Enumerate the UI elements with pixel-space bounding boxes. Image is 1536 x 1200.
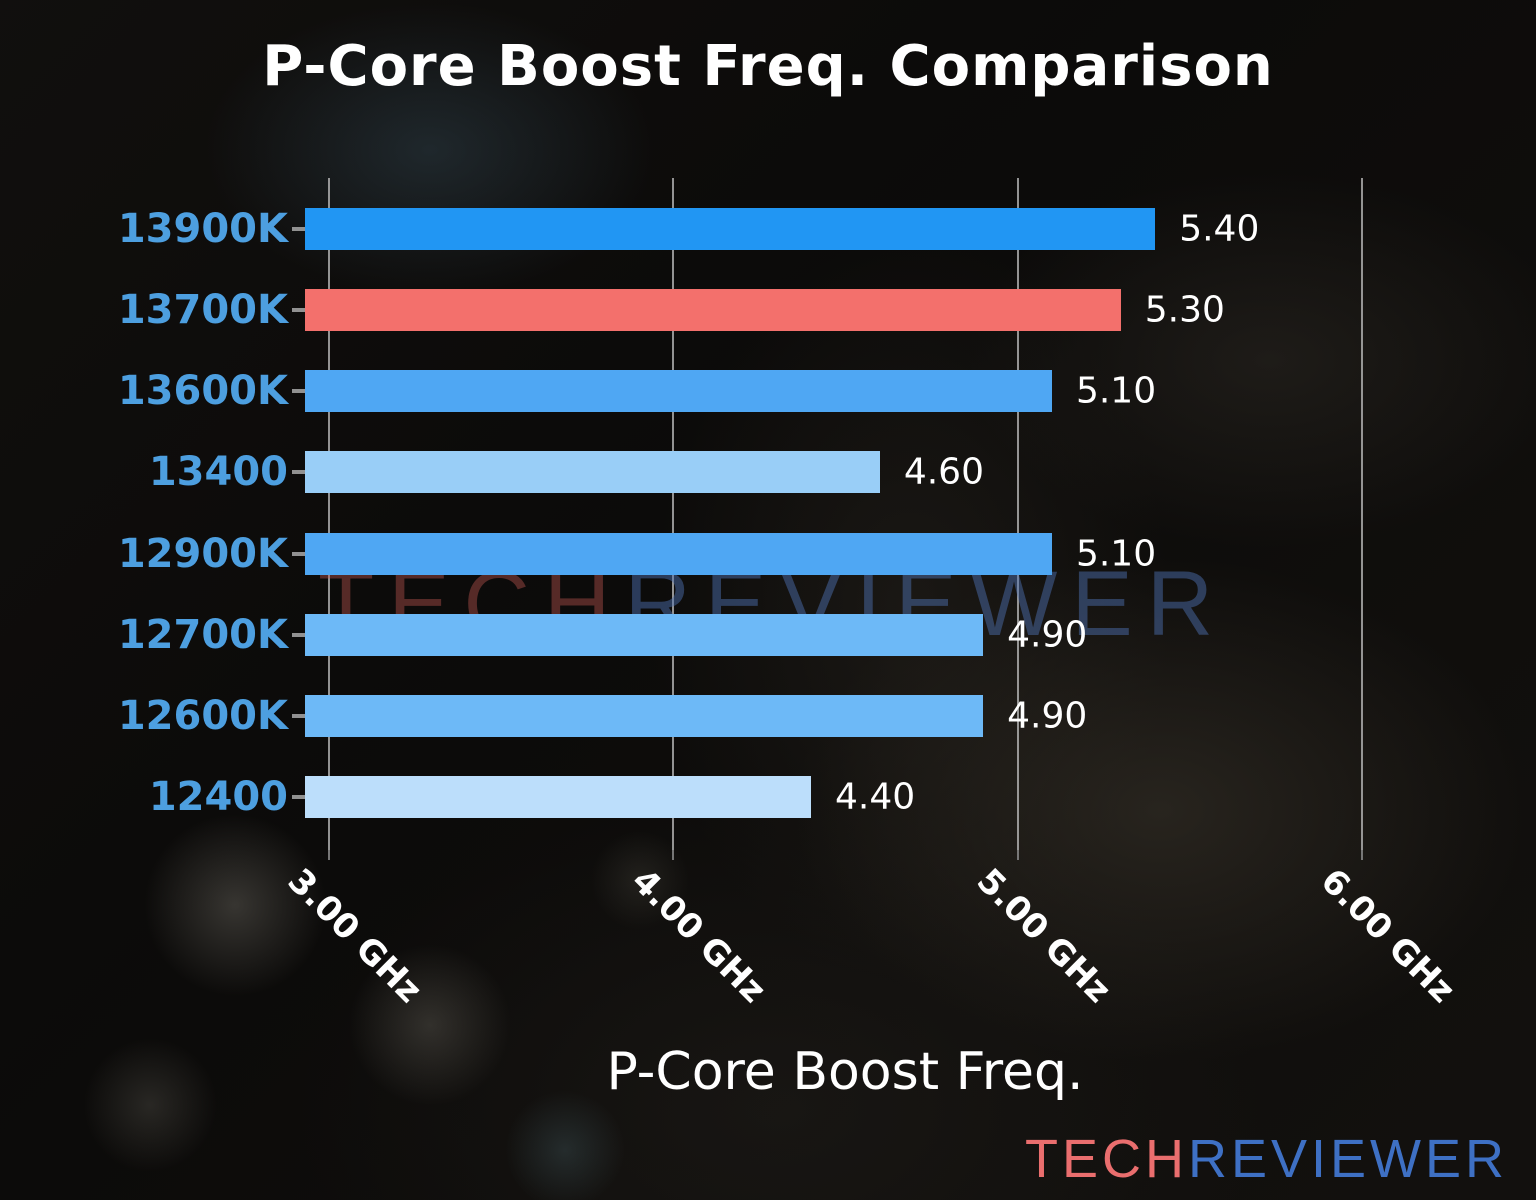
y-tickmark <box>292 795 305 800</box>
bar <box>305 207 1156 250</box>
value-label: 4.60 <box>903 451 984 493</box>
value-label: 5.10 <box>1075 370 1157 412</box>
category-label: 13900K <box>117 205 288 252</box>
value-label: 4.90 <box>1007 614 1088 656</box>
watermark-footer-reviewer: REVIEWER <box>1187 1129 1508 1189</box>
category-label: 13400 <box>148 449 288 496</box>
y-tickmark <box>292 389 305 394</box>
category-label: 13700K <box>117 286 288 333</box>
x-tickmark <box>672 850 675 860</box>
bar <box>305 451 880 494</box>
bar-row: 12400 4.40 <box>0 757 1536 838</box>
category-label: 12900K <box>117 530 288 577</box>
y-tickmark <box>292 551 305 556</box>
x-tick-label: 5.00 GHz <box>968 861 1119 1011</box>
value-label: 5.10 <box>1075 533 1157 575</box>
bar <box>305 776 811 819</box>
bar <box>305 532 1052 575</box>
bar-row: 12900K 5.10 <box>0 513 1536 594</box>
value-label: 5.40 <box>1179 208 1260 250</box>
x-tickmark <box>1360 850 1363 860</box>
category-label: 12700K <box>117 611 288 658</box>
gridline <box>672 178 675 850</box>
category-label: 12400 <box>148 774 288 821</box>
bar-row: 12700K 4.90 <box>0 594 1536 675</box>
bar-row: 13400 4.60 <box>0 432 1536 513</box>
bar <box>305 613 984 656</box>
value-label: 4.90 <box>1007 695 1088 737</box>
gridline <box>1016 178 1019 850</box>
value-label: 4.40 <box>834 776 916 818</box>
bar <box>305 288 1121 331</box>
watermark-footer-tech: TECH <box>1024 1129 1188 1189</box>
x-tick-label: 6.00 GHz <box>1312 861 1463 1011</box>
gridline <box>328 178 331 850</box>
bar-row: 13700K 5.30 <box>0 269 1536 350</box>
y-tickmark <box>292 226 305 231</box>
category-label: 13600K <box>117 368 288 415</box>
bar-row: 12600K 4.90 <box>0 676 1536 757</box>
y-tickmark <box>292 632 305 637</box>
bar-row: 13900K 5.40 <box>0 188 1536 269</box>
x-tickmark <box>328 850 331 860</box>
category-label: 12600K <box>117 693 288 740</box>
x-tick-label: 4.00 GHz <box>624 861 774 1011</box>
x-tickmark <box>1016 850 1019 860</box>
bar <box>305 370 1052 413</box>
bars-container: 13900K 5.40 13700K 5.30 13600K 5.10 13400 4.60 1… <box>0 188 1536 838</box>
x-axis-label: P-Core Boost Freq. <box>606 1042 1084 1102</box>
y-tickmark <box>292 714 305 719</box>
y-tickmark <box>292 470 305 475</box>
x-tick-label: 3.00 GHz <box>279 861 430 1011</box>
chart-title: P-Core Boost Freq. Comparison <box>262 34 1274 99</box>
gridline <box>1360 178 1363 850</box>
y-tickmark <box>292 307 305 312</box>
value-label: 5.30 <box>1144 289 1225 331</box>
bar <box>305 695 984 738</box>
bar-row: 13600K 5.10 <box>0 351 1536 432</box>
watermark-footer: TECHREVIEWER <box>1025 1128 1508 1190</box>
